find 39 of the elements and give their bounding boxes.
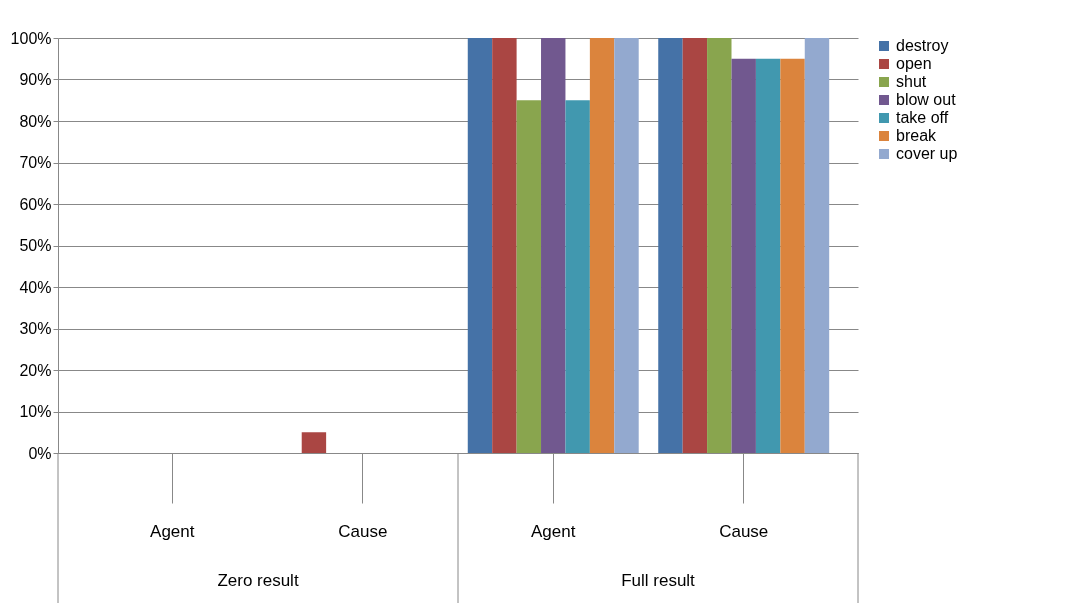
legend-label: shut [896,73,927,90]
bar [492,38,517,453]
y-tick-label: 100% [10,29,52,47]
x-tick-label: Cause [338,521,388,541]
bar [707,38,732,453]
legend-label: cover up [896,145,958,162]
text: Zero result [217,571,299,590]
bar [467,38,493,453]
legend-label: blow out [896,91,957,108]
bar [614,38,639,453]
y-tick-label: 60% [19,195,52,213]
bar [541,38,566,453]
bar [780,58,805,453]
legend-label: open [896,55,932,72]
bar [682,38,708,453]
bar [589,38,615,453]
text: Full result [621,571,696,590]
bar [804,38,830,453]
legend-label: destroy [896,37,949,54]
y-tick-label: 20% [19,361,52,379]
bar [731,58,756,453]
y-tick-label: 10% [19,403,52,420]
y-tick-label: 80% [19,112,52,130]
y-tick-label: 0% [28,444,52,462]
x-tick-label: Agent [531,521,576,541]
bar [565,100,590,453]
bar [658,38,683,453]
legend-label: break [896,127,938,144]
y-tick-label: 40% [19,278,52,296]
y-tick-label: 30% [19,320,52,337]
legend-label: take off [896,109,949,126]
bar [755,58,781,453]
y-tick-label: 90% [19,71,52,88]
y-tick-label: 70% [19,154,52,171]
y-tick-label: 50% [19,237,52,254]
bar [301,432,327,453]
x-tick-label: Cause [719,521,769,541]
x-tick-label: Agent [150,521,195,541]
bar [516,100,542,453]
